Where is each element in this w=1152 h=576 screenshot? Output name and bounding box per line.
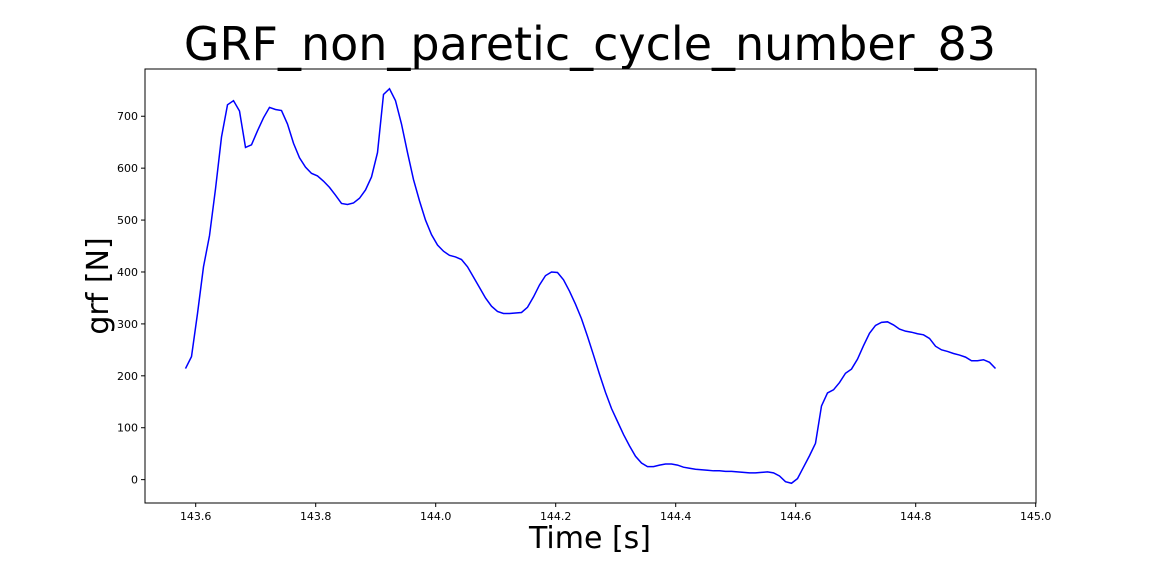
x-tick-label: 145.0 xyxy=(1020,510,1052,523)
chart-title: GRF_non_paretic_cycle_number_83 xyxy=(184,17,996,71)
y-tick-label: 0 xyxy=(131,474,138,487)
y-tick-label: 400 xyxy=(117,266,138,279)
x-tick-label: 144.6 xyxy=(780,510,812,523)
x-axis-label: Time [s] xyxy=(528,521,651,556)
y-axis-label: grf [N] xyxy=(81,237,116,334)
y-tick-label: 500 xyxy=(117,214,138,227)
x-tick-label: 144.2 xyxy=(540,510,572,523)
y-tick-label: 100 xyxy=(117,422,138,435)
y-tick-label: 700 xyxy=(117,110,138,123)
y-tick-label: 600 xyxy=(117,162,138,175)
x-tick-label: 143.6 xyxy=(180,510,212,523)
y-tick-label: 200 xyxy=(117,370,138,383)
y-tick-label: 300 xyxy=(117,318,138,331)
plot-frame xyxy=(144,68,1037,504)
x-tick-label: 144.0 xyxy=(420,510,452,523)
data-line xyxy=(184,87,997,485)
x-tick-label: 143.8 xyxy=(300,510,332,523)
x-tick-label: 144.4 xyxy=(660,510,692,523)
x-tick-label: 144.8 xyxy=(900,510,932,523)
